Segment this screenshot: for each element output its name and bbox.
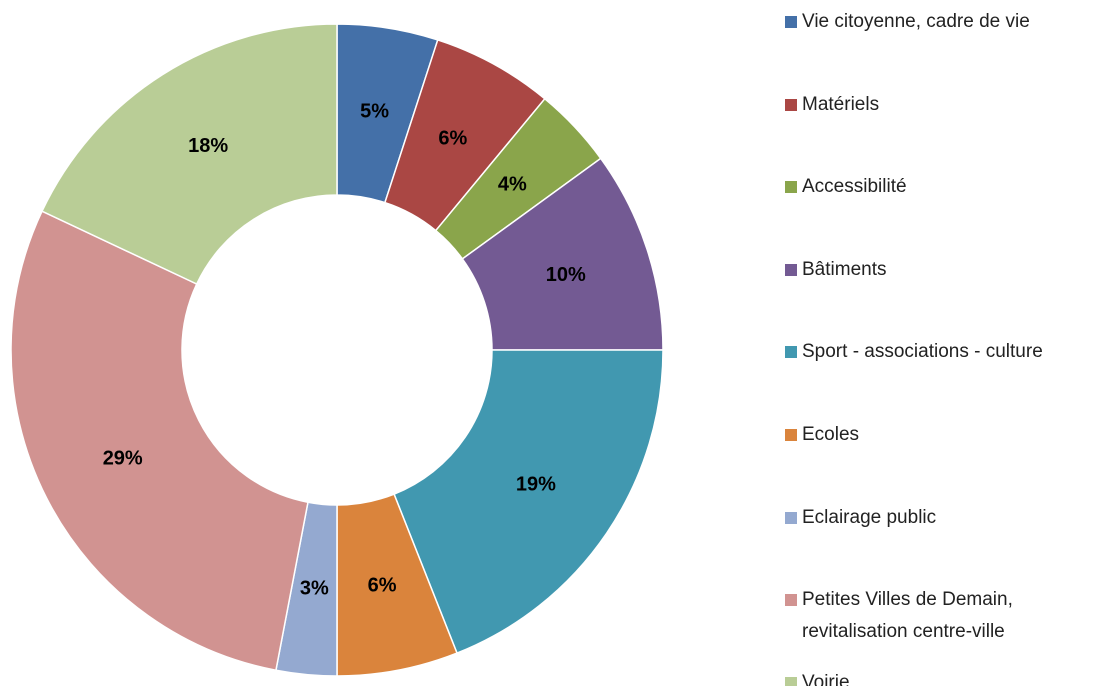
data-label: 19%: [516, 473, 556, 495]
legend-swatch: [785, 98, 797, 111]
donut-segment: [10, 210, 309, 672]
legend-swatch: [785, 181, 797, 194]
data-label: 3%: [300, 578, 329, 600]
legend-swatch: [785, 346, 797, 359]
legend-item: Vie citoyenne, cadre de vie: [785, 6, 1105, 38]
legend-label: Petites Villes de Demain, revitalisation…: [802, 589, 1013, 643]
data-label: 5%: [360, 101, 389, 123]
legend-item: Ecoles: [785, 419, 1105, 451]
legend-label: Accessibilité: [802, 176, 907, 198]
legend-swatch: [785, 511, 797, 524]
legend-label: Matériels: [802, 93, 880, 115]
legend-swatch: [785, 263, 797, 276]
data-label: 6%: [368, 575, 397, 597]
data-label: 6%: [438, 128, 467, 150]
donut-chart: 5% 6% 4% 10% 19% 6% 3% 29% 18%: [10, 23, 664, 677]
legend-label: Eclairage public: [802, 506, 937, 528]
legend-swatch: [785, 594, 797, 607]
legend-item: Matériels: [785, 89, 1105, 121]
legend-item: Bâtiments: [785, 254, 1105, 286]
legend-swatch: [785, 16, 797, 28]
legend-label: Bâtiments: [802, 258, 887, 280]
legend-item: Petites Villes de Demain, revitalisation…: [785, 584, 1105, 648]
legend-swatch: [785, 676, 797, 686]
legend-item: Eclairage public: [785, 502, 1105, 534]
data-label: 29%: [103, 447, 143, 469]
donut-segment: [393, 349, 664, 655]
legend-label: Sport - associations - culture: [802, 341, 1043, 363]
legend-swatch: [785, 429, 797, 441]
data-label: 10%: [546, 264, 586, 286]
legend-item: Voirie: [785, 667, 1105, 686]
legend-label: Voirie: [802, 671, 850, 686]
legend-label: Ecoles: [802, 424, 860, 445]
legend-item: Accessibilité: [785, 171, 1105, 203]
legend-item: Sport - associations - culture: [785, 336, 1105, 368]
legend-label: Vie citoyenne, cadre de vie: [802, 11, 1030, 32]
donut-segment: [41, 23, 338, 286]
data-label: 18%: [188, 135, 228, 157]
data-label: 4%: [498, 174, 527, 196]
